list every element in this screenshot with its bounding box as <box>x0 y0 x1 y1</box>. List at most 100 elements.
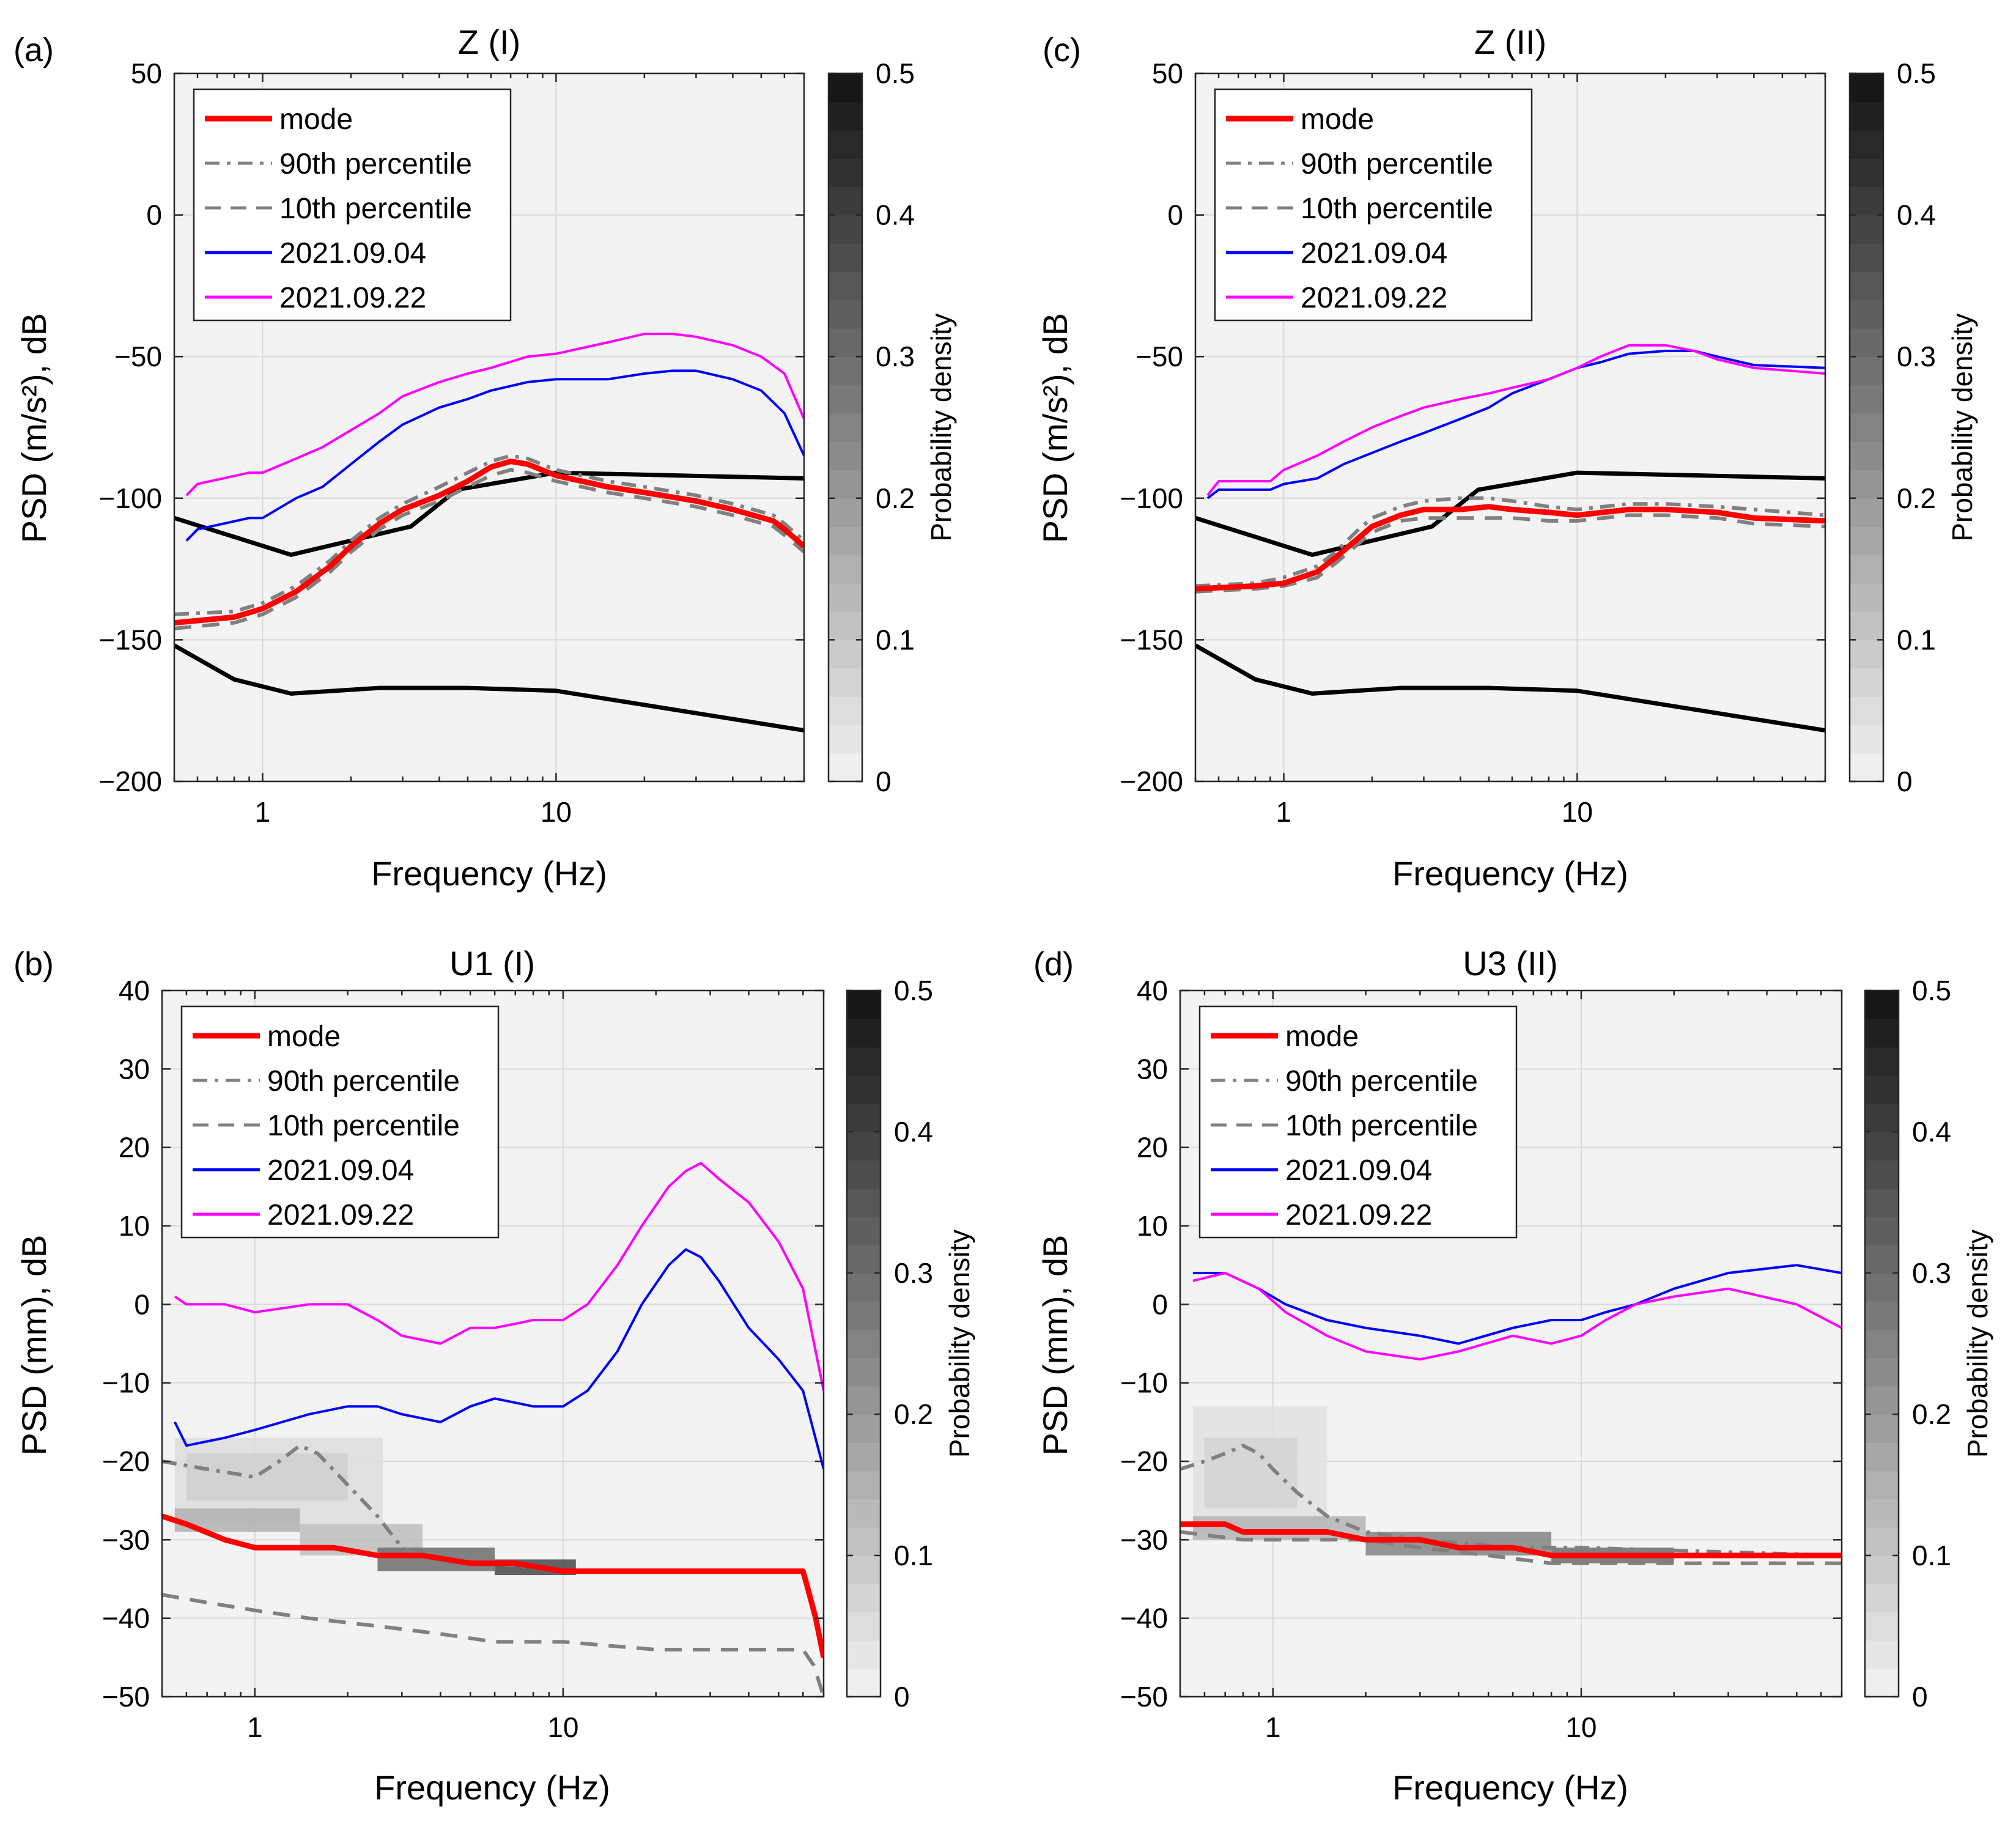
axes-frame <box>161 989 825 1698</box>
x-axis-label: Frequency (Hz) <box>1392 1768 1628 1807</box>
colorbar-step <box>829 725 862 754</box>
legend-label: 10th percentile <box>267 1110 460 1142</box>
series-line-mode <box>174 459 804 626</box>
y-tick-label: 50 <box>131 57 162 89</box>
colorbar-step <box>829 215 862 244</box>
colorbar-frame <box>827 72 863 783</box>
colorbar-step <box>1865 991 1899 1019</box>
colorbar-step <box>829 498 862 527</box>
colorbar-tick-label: 0.4 <box>876 199 915 231</box>
legend: mode 90th percentile 10th percentile 2021.0… <box>1198 1005 1518 1239</box>
colorbar-step <box>847 1470 881 1500</box>
colorbar-step <box>847 1584 881 1613</box>
legend-label: 10th percentile <box>1285 1110 1478 1142</box>
x-tick-label: 1 <box>1276 796 1292 828</box>
series-line-mode <box>1195 504 1825 592</box>
tick-marks <box>1194 72 1826 783</box>
y-tick-label: 10 <box>1137 1210 1168 1242</box>
colorbar-tick-label: 0 <box>1897 766 1913 797</box>
colorbar-tick-label: 0.1 <box>1897 624 1936 655</box>
panel-label: (d) <box>1033 946 1074 983</box>
colorbar-step <box>829 668 862 697</box>
series-line-10th-percentile <box>162 1593 824 1697</box>
colorbar-step <box>1850 583 1883 612</box>
series-line-nlnm <box>174 643 804 733</box>
colorbar-step <box>829 753 862 782</box>
colorbar-tick-label: 0.1 <box>1912 1540 1951 1571</box>
series-line-10th-percentile <box>174 468 804 630</box>
colorbar-step <box>1865 1075 1899 1104</box>
colorbar-step <box>847 1160 881 1189</box>
colorbar-tick-label: 0 <box>894 1681 910 1713</box>
series-line-2021-09-22 <box>1192 1272 1842 1361</box>
colorbar-tick-label: 0.2 <box>1897 482 1936 514</box>
colorbar-step <box>847 1640 881 1669</box>
colorbar-step <box>829 526 862 556</box>
colorbar-step <box>1850 696 1883 726</box>
colorbar-step <box>847 1273 881 1302</box>
colorbar-step <box>1865 1019 1899 1048</box>
legend-label: 2021.09.04 <box>1285 1154 1432 1187</box>
colorbar: 0 0.1 0.2 0.3 0.4 0.5 Probability density <box>846 975 975 1713</box>
colorbar: 0 0.1 0.2 0.3 0.4 0.5 Probability density <box>1848 57 1978 797</box>
axes-frame <box>1194 72 1826 783</box>
y-tick-label: 30 <box>119 1053 150 1085</box>
colorbar-step <box>847 1499 881 1528</box>
legend-box <box>1214 88 1533 322</box>
y-tick-label: 40 <box>1137 975 1168 1006</box>
colorbar-step <box>829 583 862 612</box>
colorbar-tick-label: 0.5 <box>1897 57 1936 89</box>
series-line-2021-09-22 <box>185 333 804 496</box>
colorbar-tick-label: 0.5 <box>876 57 915 89</box>
y-tick-label: −20 <box>1120 1445 1168 1477</box>
x-axis-label: Frequency (Hz) <box>1392 854 1628 893</box>
series-line-10th-percentile <box>1195 513 1825 594</box>
y-axis-label: PSD (mm), dB <box>1036 1235 1074 1456</box>
x-tick-label: 10 <box>1565 1711 1597 1743</box>
colorbar-step <box>1865 1527 1899 1556</box>
colorbar-step <box>1865 1640 1899 1669</box>
colorbar: 0 0.1 0.2 0.3 0.4 0.5 Probability density <box>827 57 957 797</box>
colorbar-step <box>1850 215 1883 244</box>
colorbar-step <box>847 1244 881 1274</box>
colorbar-step <box>829 640 862 669</box>
y-tick-label: −10 <box>1120 1367 1168 1399</box>
colorbar-label: Probability density <box>925 313 957 541</box>
series-line-2021-09-04 <box>1206 349 1825 500</box>
series-line-90th-percentile <box>174 454 804 616</box>
colorbar-step <box>1865 1329 1899 1359</box>
colorbar-step <box>829 130 862 159</box>
x-axis-label: Frequency (Hz) <box>374 1768 610 1807</box>
colorbar-step <box>829 73 862 103</box>
colorbar-step <box>1850 555 1883 584</box>
colorbar-step <box>1850 498 1883 527</box>
x-tick-label: 10 <box>541 796 572 828</box>
series-line-2021-09-22 <box>174 1162 824 1391</box>
y-tick-label: −20 <box>102 1445 150 1477</box>
colorbar-tick-label: 0.2 <box>1912 1398 1951 1430</box>
series-line-2021-09-04 <box>174 1248 824 1470</box>
colorbar-step <box>1850 640 1883 669</box>
legend-label: mode <box>1285 1020 1359 1053</box>
colorbar-step <box>829 441 862 471</box>
y-tick-label: 50 <box>1152 57 1183 89</box>
y-tick-label: −200 <box>1120 766 1183 797</box>
legend: mode 90th percentile 10th percentile 2021.0… <box>193 88 512 322</box>
colorbar-step <box>1850 101 1883 131</box>
colorbar-step <box>1865 1216 1899 1245</box>
panel-title: Z (II) <box>1474 23 1546 61</box>
colorbar-step <box>847 1442 881 1472</box>
colorbar-step <box>1865 1499 1899 1528</box>
colorbar: 0 0.1 0.2 0.3 0.4 0.5 Probability density <box>1864 975 1993 1713</box>
y-tick-label: 0 <box>1152 1288 1168 1320</box>
colorbar-step <box>829 328 862 357</box>
legend-label: mode <box>267 1020 341 1053</box>
y-tick-label: −150 <box>1120 624 1183 655</box>
colorbar-step <box>847 991 881 1019</box>
colorbar-step <box>1865 1414 1899 1443</box>
colorbar-step <box>1865 1103 1899 1132</box>
panel-d: 40 30 20 10 0 −10 −20 −30 −40 −50 1 10 U3 (II) (d) Fre… <box>1033 944 1993 1807</box>
series-line-2021-09-22 <box>1206 344 1825 496</box>
colorbar-step <box>1865 1442 1899 1472</box>
